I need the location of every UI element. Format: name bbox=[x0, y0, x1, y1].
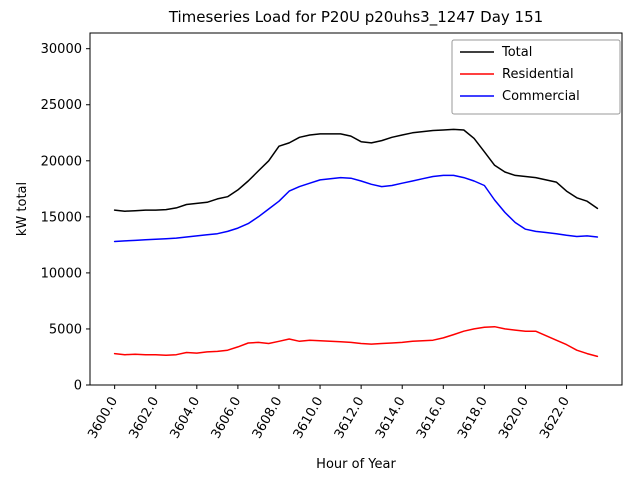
y-tick-label: 30000 bbox=[41, 42, 82, 57]
axes-frame bbox=[89, 32, 623, 386]
y-tick-label: 15000 bbox=[41, 210, 82, 225]
y-tick-label: 20000 bbox=[41, 154, 82, 169]
x-tick-label: 3616.0 bbox=[414, 395, 450, 442]
y-tick-label: 0 bbox=[74, 379, 82, 394]
y-tick-label: 10000 bbox=[41, 266, 82, 281]
x-tick-label: 3614.0 bbox=[373, 395, 409, 442]
x-tick-label: 3618.0 bbox=[455, 395, 491, 442]
x-tick-label: 3602.0 bbox=[126, 395, 162, 442]
plot-area: 3600.0 3602.0 3604.0 3606.0 3608.0 3610.0 3612… bbox=[41, 32, 623, 442]
x-tick-label: 3620.0 bbox=[496, 395, 532, 442]
x-tick-label: 3600.0 bbox=[85, 395, 121, 442]
x-tick-label: 3604.0 bbox=[168, 395, 204, 442]
series-line-total bbox=[113, 128, 599, 212]
x-tick-label: 3608.0 bbox=[250, 395, 286, 442]
series-line-residential bbox=[113, 325, 599, 358]
x-tick-label: 3606.0 bbox=[209, 395, 245, 442]
y-tick-label: 25000 bbox=[41, 98, 82, 113]
legend-label-residential: Residential bbox=[502, 67, 574, 82]
y-tick-label: 5000 bbox=[49, 322, 82, 337]
series-line-commercial bbox=[113, 174, 599, 243]
x-tick-label: 3612.0 bbox=[332, 395, 368, 442]
x-tick-label: 3610.0 bbox=[291, 395, 327, 442]
legend-label-commercial: Commercial bbox=[502, 89, 580, 104]
y-axis-label: kW total bbox=[15, 182, 30, 236]
legend-label-total: Total bbox=[501, 45, 532, 60]
x-tick-label: 3622.0 bbox=[537, 395, 573, 442]
chart-title: Timeseries Load for P20U p20uhs3_1247 Da… bbox=[168, 8, 543, 27]
legend: Total Residential Commercial bbox=[451, 39, 621, 115]
x-axis-label: Hour of Year bbox=[316, 457, 396, 472]
